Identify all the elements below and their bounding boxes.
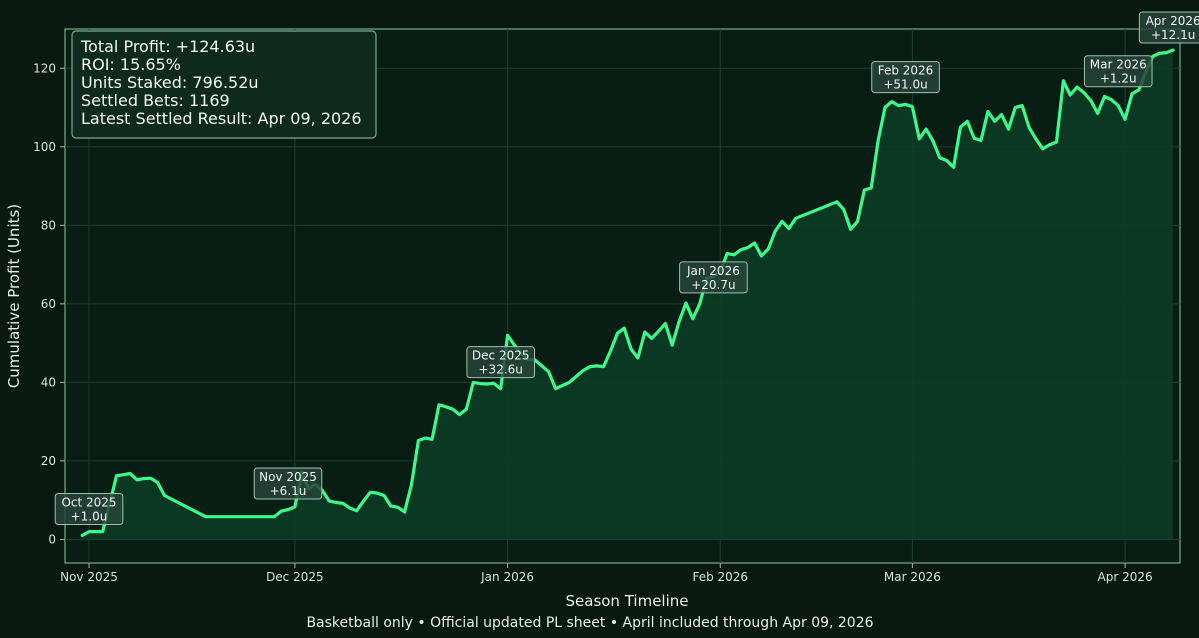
- annotation-box: [466, 346, 536, 379]
- y-tick-label: 60: [41, 297, 56, 311]
- x-tick-label: Mar 2026: [884, 570, 941, 584]
- annotation-box: [253, 467, 323, 500]
- y-tick-label: 0: [48, 532, 56, 546]
- x-tick-label: Feb 2026: [692, 570, 748, 584]
- stat-settled-bets: Settled Bets: 1169: [81, 91, 230, 110]
- stat-latest-result: Latest Settled Result: Apr 09, 2026: [81, 109, 362, 128]
- annotation-box: [1083, 55, 1153, 88]
- annotation-change: +12.1u: [1151, 28, 1195, 42]
- x-tick-label: Jan 2026: [480, 570, 534, 584]
- stat-roi: ROI: 15.65%: [81, 55, 181, 74]
- annotation-change: +1.2u: [1100, 72, 1137, 86]
- annotation-box: [871, 61, 940, 94]
- y-tick-label: 100: [33, 140, 56, 154]
- area-fill: [82, 50, 1174, 540]
- x-axis-label: Season Timeline: [566, 592, 689, 610]
- profit-area: [82, 50, 1174, 540]
- annotation: Nov 2025+6.1u: [253, 467, 323, 500]
- series-line: [80, 48, 1175, 538]
- month-annotations: Oct 2025+1.0u Nov 2025+6.1u Dec 2025+32.6u…: [54, 11, 1199, 526]
- annotation-change: +32.6u: [479, 363, 523, 377]
- x-tick-label: Dec 2025: [266, 570, 324, 584]
- annotation: Jan 2026+20.7u: [679, 261, 748, 294]
- annotation-month: Feb 2026: [878, 64, 934, 78]
- annotation: Feb 2026+51.0u: [871, 61, 940, 94]
- annotation-change: +51.0u: [883, 78, 927, 92]
- annotation-change: +20.7u: [691, 278, 735, 292]
- chart-subtitle: Basketball only • Official updated PL sh…: [306, 615, 873, 631]
- annotation: Mar 2026+1.2u: [1083, 55, 1153, 88]
- stats-box: Total Profit: +124.63u ROI: 15.65% Units…: [71, 30, 377, 139]
- series-line-group: [80, 48, 1175, 538]
- annotation-month: Apr 2026: [1146, 14, 1199, 28]
- stat-total-profit: Total Profit: +124.63u: [80, 37, 255, 56]
- annotation-month: Oct 2025: [61, 496, 116, 510]
- annotation: Dec 2025+32.6u: [466, 346, 536, 379]
- x-tick-label: Nov 2025: [60, 570, 118, 584]
- annotation-month: Mar 2026: [1090, 58, 1147, 72]
- stat-units-staked: Units Staked: 796.52u: [81, 73, 259, 92]
- y-axis-label: Cumulative Profit (Units): [5, 204, 23, 388]
- axis-ticks: 0 20 40 60 80 100 120 Nov 2025 Dec 2025 Jan 2026 F…: [33, 61, 1153, 584]
- annotation-month: Nov 2025: [259, 470, 317, 484]
- y-tick-label: 80: [41, 218, 56, 232]
- annotation-change: +6.1u: [270, 484, 307, 498]
- annotation-box: [1138, 11, 1199, 44]
- y-tick-label: 40: [41, 375, 56, 389]
- annotation-change: +1.0u: [71, 510, 108, 524]
- stats-box-frame: [71, 30, 377, 139]
- annotation-month: Jan 2026: [686, 264, 740, 278]
- y-tick-label: 20: [41, 454, 56, 468]
- annotation-box: [679, 261, 748, 294]
- annotation-month: Dec 2025: [472, 349, 530, 363]
- annotation-box: [54, 493, 124, 526]
- x-tick-label: Apr 2026: [1098, 570, 1153, 584]
- y-tick-label: 120: [33, 61, 56, 75]
- annotation: Apr 2026+12.1u: [1138, 11, 1199, 44]
- annotation: Oct 2025+1.0u: [54, 493, 124, 526]
